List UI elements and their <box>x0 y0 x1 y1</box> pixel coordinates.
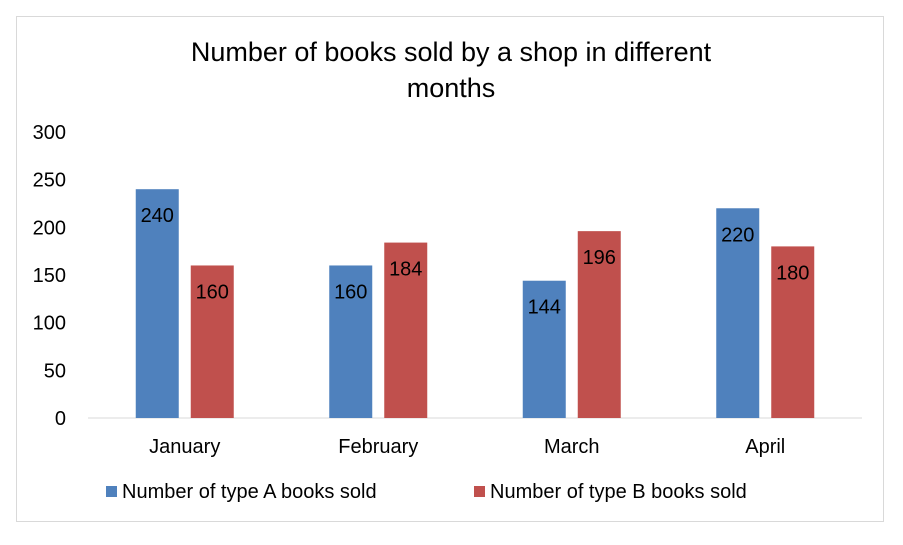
legend-label: Number of type A books sold <box>122 481 377 503</box>
bar-type-a-january <box>135 189 179 418</box>
y-axis-ticks: 0 50 100 150 200 250 300 <box>33 122 66 430</box>
bar-type-a-april <box>716 208 760 418</box>
data-label: 160 <box>334 281 367 303</box>
bar-type-a-march <box>522 280 566 418</box>
data-label: 184 <box>389 259 422 281</box>
data-label: 196 <box>583 247 616 269</box>
data-label: 220 <box>721 224 754 246</box>
legend-swatch-type-b <box>474 486 485 497</box>
bar-type-a-february <box>329 265 373 418</box>
data-label: 180 <box>776 262 809 284</box>
y-tick-label: 200 <box>33 217 66 239</box>
x-axis-labels: January February March April <box>149 436 785 458</box>
legend: Number of type A books sold Number of typ… <box>106 481 747 503</box>
x-tick-label: January <box>149 436 220 458</box>
y-tick-label: 0 <box>55 408 66 430</box>
y-tick-label: 250 <box>33 170 66 192</box>
y-tick-label: 50 <box>44 360 66 382</box>
x-tick-label: April <box>745 436 785 458</box>
data-label: 144 <box>528 297 561 319</box>
y-tick-label: 100 <box>33 313 66 335</box>
chart-title-line-2: months <box>407 73 496 103</box>
bar-type-b-march <box>577 231 621 418</box>
x-tick-label: February <box>338 436 418 458</box>
bars-group: 240 160 160 184 144 196 220 180 <box>135 189 815 418</box>
x-tick-label: March <box>544 436 600 458</box>
bar-type-b-april <box>771 246 815 418</box>
y-tick-label: 150 <box>33 265 66 287</box>
chart-title-line-1: Number of books sold by a shop in differ… <box>191 37 712 67</box>
legend-label: Number of type B books sold <box>490 481 747 503</box>
data-label: 240 <box>141 205 174 227</box>
y-tick-label: 300 <box>33 122 66 144</box>
bar-type-b-february <box>384 242 428 418</box>
data-label: 160 <box>196 281 229 303</box>
legend-swatch-type-a <box>106 486 117 497</box>
bar-type-b-january <box>190 265 234 418</box>
